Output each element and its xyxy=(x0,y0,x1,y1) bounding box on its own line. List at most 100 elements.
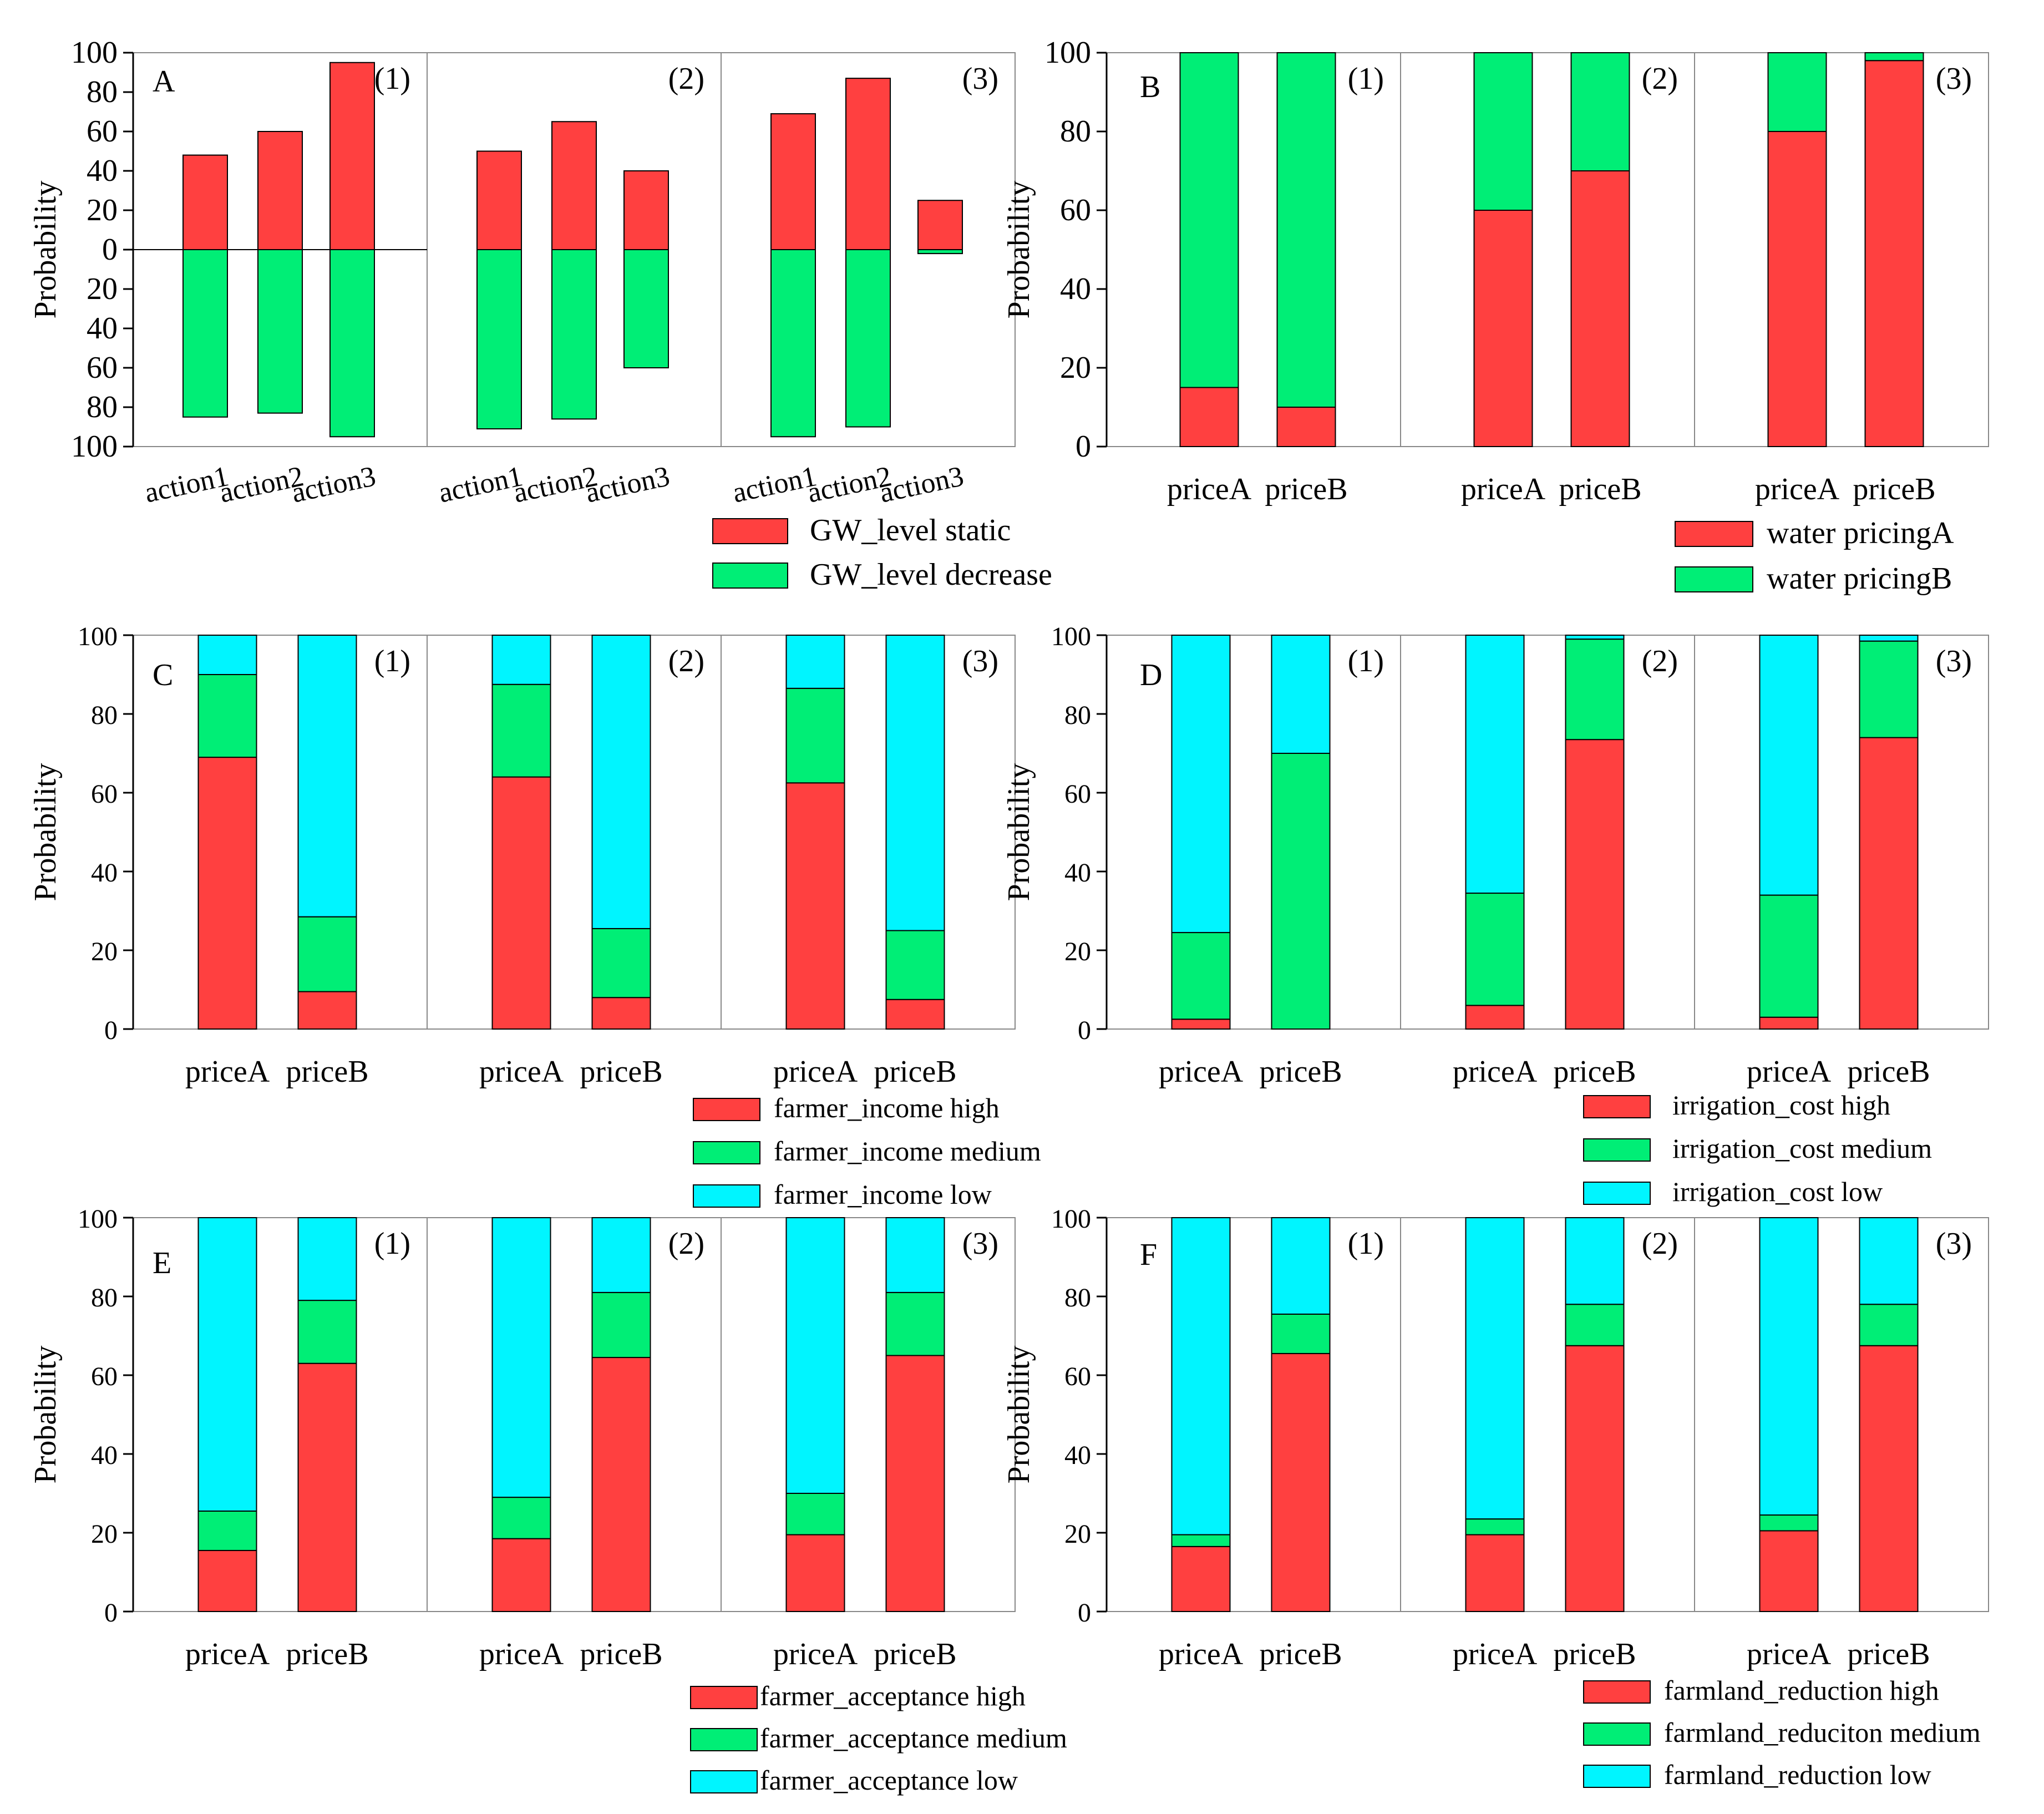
x-tick-label: priceB xyxy=(874,1055,956,1089)
bar-segment xyxy=(1465,635,1525,894)
bar-segment xyxy=(1473,52,1533,211)
legend-label: farmer_acceptance low xyxy=(760,1765,1018,1796)
bar-gw-decrease xyxy=(257,249,303,414)
bar-gw-static xyxy=(770,113,816,250)
bar-segment xyxy=(1171,635,1231,934)
bar-segment xyxy=(1271,1313,1331,1354)
y-tick-label: 40 xyxy=(1064,858,1091,888)
bar-segment xyxy=(591,928,651,999)
x-tick-label: priceA xyxy=(773,1637,858,1671)
panel-label: (3) xyxy=(1936,62,1972,96)
bar-segment xyxy=(1859,1304,1919,1346)
bar-segment xyxy=(1465,893,1525,1006)
legend-label: farmland_reduction high xyxy=(1664,1675,1939,1706)
legend-label: farmer_income high xyxy=(774,1092,1000,1123)
chart-E: 0 20 40 60 80 100 Probability E (1) priceA priceB (… xyxy=(28,1204,1067,1796)
plot-frame xyxy=(1106,1217,1989,1612)
panel-letter: E xyxy=(153,1246,171,1280)
y-tick-label: 0 xyxy=(1078,1598,1091,1628)
chart-D: 0 20 40 60 80 100 Probability D (1) priceA priceB (… xyxy=(1002,622,1989,1207)
bar-segment xyxy=(1271,753,1331,1030)
legend-swatch xyxy=(1675,521,1753,547)
bar-segment xyxy=(197,1510,257,1551)
bar-segment xyxy=(885,999,945,1030)
bar-segment xyxy=(491,776,551,1030)
panel-label: (1) xyxy=(1348,644,1384,678)
x-tick-label: priceA xyxy=(1747,1055,1832,1089)
bar-gw-decrease xyxy=(623,249,669,368)
bar-segment xyxy=(297,991,357,1030)
bar-segment xyxy=(785,687,845,784)
bar-segment xyxy=(1864,60,1924,447)
y-tick-label: 100 xyxy=(71,429,118,464)
chart-F: 0 20 40 60 80 100 Probability F (1) priceA priceB (… xyxy=(1002,1204,1989,1790)
legend-swatch xyxy=(693,1098,760,1121)
bar-segment xyxy=(197,635,257,675)
legend-swatch xyxy=(693,1184,760,1208)
x-tick-label: priceB xyxy=(1559,472,1641,506)
panel-label: (3) xyxy=(1936,1227,1972,1261)
legend-swatch xyxy=(1583,1095,1651,1118)
y-tick-label: 20 xyxy=(91,1519,118,1549)
panel-label: (3) xyxy=(1936,644,1972,678)
bar-segment xyxy=(1465,1005,1525,1030)
bar-segment xyxy=(1465,1518,1525,1536)
bar-segment xyxy=(1767,131,1827,447)
bar-segment xyxy=(1570,170,1630,447)
panel-label: (3) xyxy=(962,62,998,96)
y-tick-label: 0 xyxy=(104,1016,118,1045)
bar-segment xyxy=(785,1534,845,1613)
panel-letter: F xyxy=(1140,1238,1157,1272)
y-tick-label: 100 xyxy=(78,1204,118,1234)
bar-segment xyxy=(785,1493,845,1536)
legend-swatch xyxy=(1583,1680,1651,1704)
bar-segment xyxy=(785,1217,845,1494)
bar-segment xyxy=(591,1217,651,1293)
bar-segment xyxy=(1859,1345,1919,1612)
bar-segment xyxy=(1473,210,1533,447)
bar-segment xyxy=(1570,52,1630,171)
x-tick-label: priceA xyxy=(1159,1637,1244,1671)
bar-segment xyxy=(1565,1217,1625,1305)
x-tick-label: priceA xyxy=(1167,472,1252,506)
y-axis-label: Probability xyxy=(1002,1346,1036,1484)
bar-segment xyxy=(1759,1514,1819,1532)
panel-label: (3) xyxy=(962,1227,998,1261)
panel-label: (2) xyxy=(1642,1227,1678,1261)
y-tick-label: 100 xyxy=(1051,622,1091,651)
y-axis-label: Probability xyxy=(28,181,63,319)
panel-letter: D xyxy=(1140,658,1162,692)
bar-segment xyxy=(591,1291,651,1359)
bar-gw-static xyxy=(329,62,375,250)
bar-segment xyxy=(1171,1546,1231,1613)
y-tick-label: 0 xyxy=(1078,1016,1091,1045)
legend-label: GW_level decrease xyxy=(810,558,1052,592)
y-tick-label: 40 xyxy=(87,154,118,188)
bar-segment xyxy=(297,1300,357,1364)
bar-segment xyxy=(491,683,551,778)
bar-gw-static xyxy=(257,131,303,250)
y-tick-label: 80 xyxy=(87,75,118,109)
y-tick-label: 40 xyxy=(87,311,118,346)
panel-label: (2) xyxy=(668,644,704,678)
bar-segment xyxy=(1767,52,1827,132)
x-tick-label: priceA xyxy=(1755,472,1840,506)
bar-segment xyxy=(491,1538,551,1612)
bar-segment xyxy=(197,1217,257,1512)
x-tick-label: priceA xyxy=(1453,1055,1538,1089)
bar-segment xyxy=(1864,52,1924,62)
x-tick-label: priceB xyxy=(1265,472,1347,506)
x-tick-label: priceB xyxy=(286,1637,368,1671)
bar-gw-static xyxy=(623,170,669,250)
panel-label: (1) xyxy=(374,644,410,678)
x-tick-label: priceB xyxy=(1553,1055,1636,1089)
y-tick-label: 20 xyxy=(91,937,118,966)
bar-gw-decrease xyxy=(551,249,597,420)
x-tick-label: priceB xyxy=(286,1055,368,1089)
bar-segment xyxy=(1276,407,1336,447)
legend-label: farmer_income medium xyxy=(774,1136,1041,1167)
plot-frame xyxy=(133,635,1016,1030)
plot-frame xyxy=(133,1217,1016,1612)
panel-label: (1) xyxy=(374,62,410,96)
